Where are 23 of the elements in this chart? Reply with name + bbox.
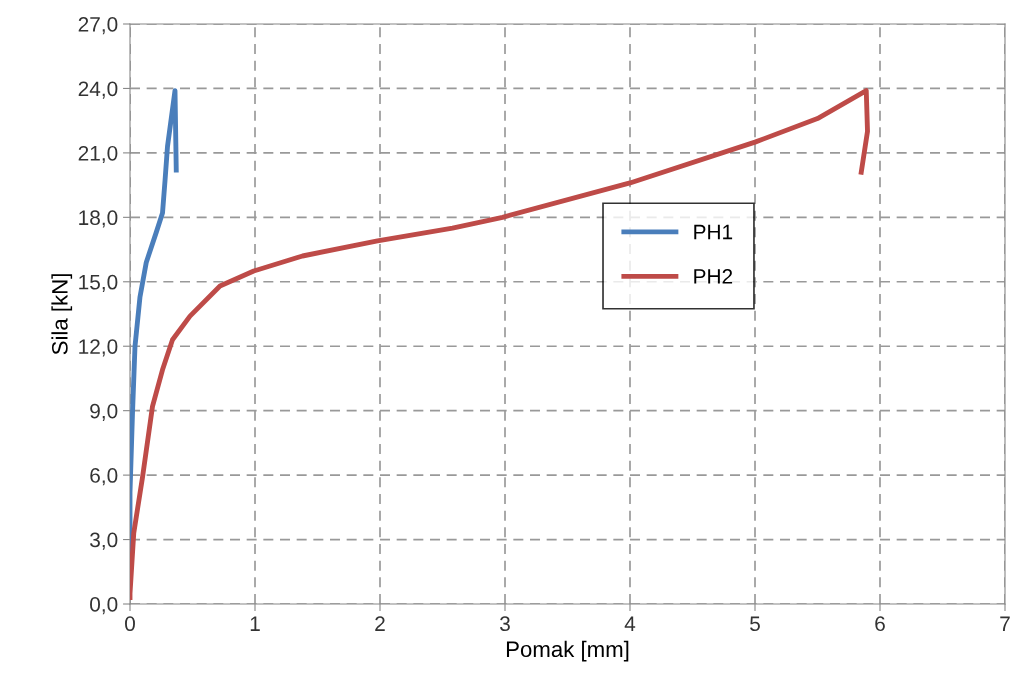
y-tick-label: 15,0 bbox=[79, 274, 118, 292]
x-tick-label: 0 bbox=[125, 616, 135, 632]
y-tick-label: 24,0 bbox=[78, 81, 118, 99]
y-tick-label: 3,0 bbox=[90, 532, 118, 550]
x-tick-label: 6 bbox=[875, 616, 885, 632]
legend-label: PH1 bbox=[694, 224, 733, 240]
x-tick-label: 1 bbox=[250, 616, 260, 631]
x-tick-label: 2 bbox=[375, 616, 385, 631]
x-axis-title: Pomak [mm] bbox=[506, 640, 629, 662]
y-tick-label: 18,0 bbox=[79, 210, 118, 228]
y-tick-label: 12,0 bbox=[79, 339, 118, 357]
y-tick-label: 27,0 bbox=[78, 17, 118, 35]
legend-label: PH2 bbox=[694, 269, 733, 284]
x-tick-label: 3 bbox=[500, 616, 510, 632]
y-tick-label: 0,0 bbox=[90, 597, 118, 615]
y-tick-label: 21,0 bbox=[78, 145, 118, 164]
x-tick-label: 7 bbox=[1000, 616, 1010, 631]
line-series bbox=[130, 88, 870, 600]
x-tick-label: 5 bbox=[750, 616, 760, 632]
x-tick-label: 4 bbox=[624, 616, 636, 631]
y-tick-label: 6,0 bbox=[90, 468, 118, 486]
y-tick-label: 9,0 bbox=[90, 403, 118, 421]
y-axis-title: Sila [kN] bbox=[51, 274, 73, 355]
